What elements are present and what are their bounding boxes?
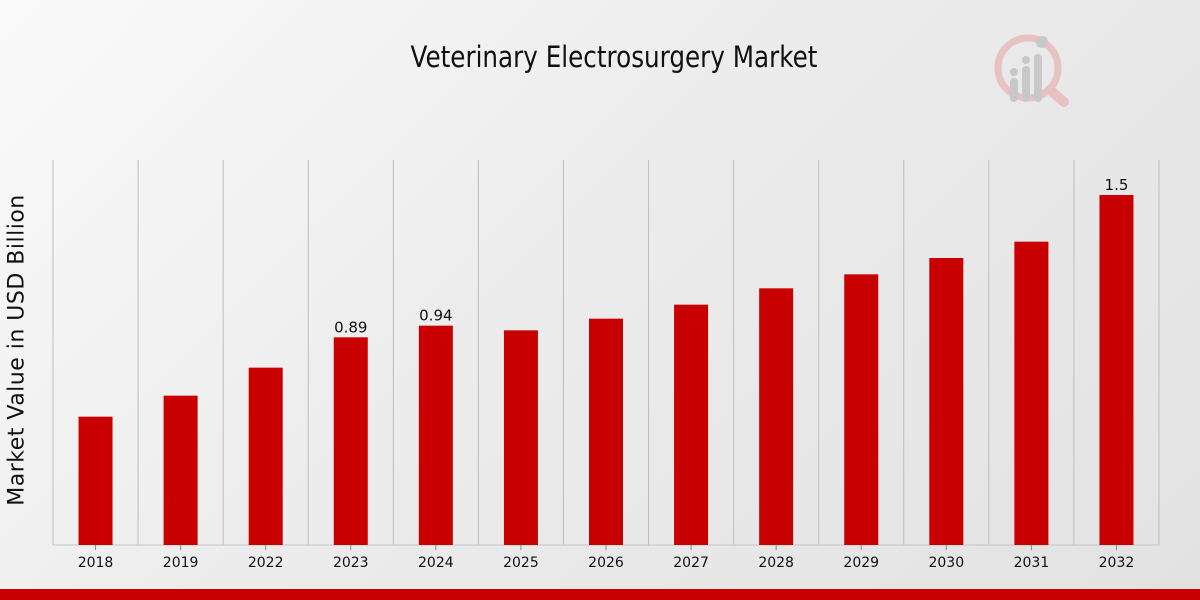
bar-2030 — [929, 258, 964, 545]
x-tick-label: 2025 — [503, 555, 539, 571]
bar-2026 — [589, 318, 623, 545]
bar-2025 — [503, 330, 538, 545]
x-tick-label: 2022 — [248, 555, 284, 571]
data-label-2024: 0.94 — [419, 307, 452, 325]
bar-2028 — [759, 288, 794, 545]
x-tick-label: 2032 — [1099, 555, 1135, 571]
bar-2032 — [1099, 195, 1134, 545]
x-tick-label: 2027 — [673, 555, 709, 571]
x-tick-label: 2026 — [588, 555, 624, 571]
bar-2023 — [333, 337, 368, 545]
bar-2019 — [163, 395, 198, 545]
brand-logo-icon — [994, 34, 1069, 107]
bar-2024 — [418, 325, 453, 545]
x-tick-label: 2024 — [418, 555, 454, 571]
footer-accent-bar — [0, 589, 1200, 600]
x-tick-label: 2029 — [843, 555, 879, 571]
x-tick-label: 2028 — [758, 555, 794, 571]
chart-title: Veterinary Electrosurgery Market — [410, 40, 818, 74]
bar-2018 — [78, 416, 113, 545]
x-tick-label: 2030 — [928, 555, 964, 571]
bar-2027 — [674, 304, 709, 545]
x-tick-label: 2018 — [78, 555, 114, 571]
x-tick-label: 2019 — [163, 555, 199, 571]
data-label-2032: 1.5 — [1105, 176, 1129, 194]
bar-2031 — [1014, 241, 1049, 545]
bar-2022 — [248, 367, 283, 545]
bar-2029 — [844, 274, 879, 545]
x-tick-label: 2031 — [1014, 555, 1050, 571]
data-label-2023: 0.89 — [334, 318, 367, 336]
x-tick-label: 2023 — [333, 555, 369, 571]
